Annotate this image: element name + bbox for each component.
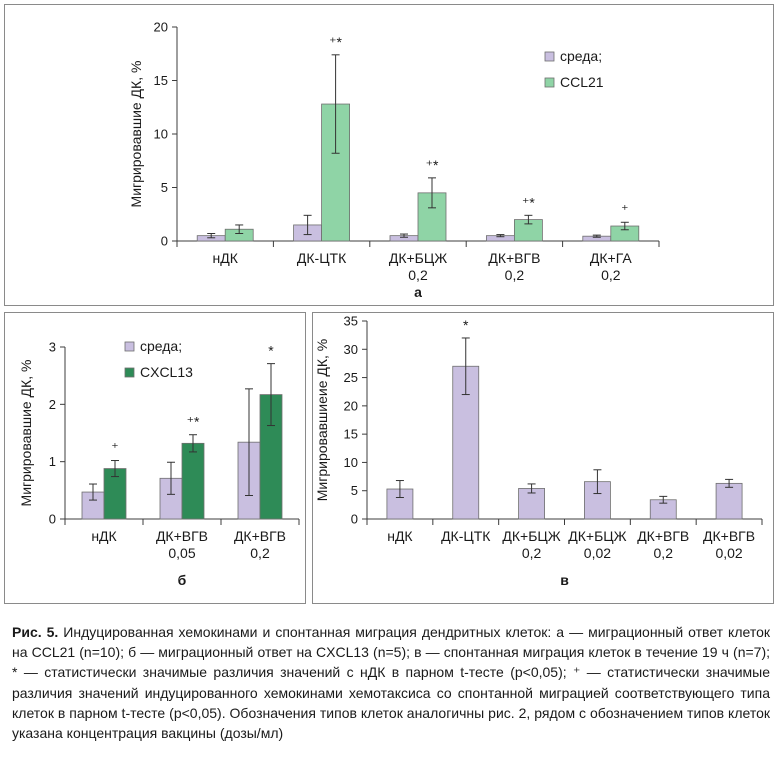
- chart-b-svg: 0123⁺нДК⁺*ДК+ВГВ0,05*ДК+ВГВ0,2Мигрировав…: [18, 338, 300, 588]
- chart-panel-a: 0 5 10 15 20 нДК ⁺* ДК-ЦТК ⁺* ДК+БЦЖ 0,2 ⁺* ДК+ВГВ 0,…: [4, 4, 774, 306]
- bar-c-s0-c2: [518, 488, 545, 520]
- legend-swatch-a: [544, 51, 555, 62]
- y-axis-title-a: Мигрировавшие ДК, %: [128, 61, 144, 208]
- y-tick-label-c: 10: [344, 455, 358, 470]
- panel-label-b: б: [178, 572, 187, 588]
- chart-a-svg: 05101520нДК⁺*ДК-ЦТК⁺*ДК+БЦЖ0,2⁺*ДК+ВГВ0,…: [128, 20, 660, 300]
- category-label-c: 0,02: [715, 545, 742, 561]
- y-tick-label-b: 0: [49, 512, 56, 527]
- legend-label-a: среда;: [560, 48, 602, 64]
- significance-mark-a: ⁺*: [522, 194, 535, 210]
- category-label-c: ДК+ВГВ: [637, 528, 689, 544]
- y-axis-title-c: Мигрировавшиеие ДК, %: [314, 339, 330, 501]
- category-label-b: 0,05: [168, 545, 195, 561]
- y-tick-label-a: 5: [161, 180, 168, 195]
- significance-mark-b: ⁺: [111, 440, 118, 456]
- y-tick-label-a: 10: [154, 127, 168, 142]
- legend-label-b: CXCL13: [140, 364, 193, 380]
- category-label-a: ДК+БЦЖ: [389, 250, 447, 266]
- category-label-c: ДК+ВГВ: [703, 528, 755, 544]
- significance-mark-c: *: [463, 317, 469, 333]
- chart-panel-b: 0 1 2 3 ⁺ нДК ⁺* ДК+ВГВ 0,05 * ДК+ВГВ 0,2 Мигрировав…: [4, 312, 306, 604]
- category-label-a: 0,2: [408, 267, 428, 283]
- category-label-c: ДК+БЦЖ: [502, 528, 560, 544]
- y-tick-label-c: 15: [344, 427, 358, 442]
- category-label-c: 0,2: [522, 545, 542, 561]
- legend-swatch-a: [544, 77, 555, 88]
- y-tick-label-c: 30: [344, 342, 358, 357]
- y-tick-label-a: 0: [161, 234, 168, 249]
- legend-swatch-b: [124, 341, 135, 352]
- bar-a-s1-c2: [417, 192, 447, 242]
- category-label-b: ДК+ВГВ: [234, 528, 286, 544]
- significance-mark-b: *: [268, 343, 274, 359]
- y-tick-label-c: 0: [351, 512, 358, 527]
- y-tick-label-c: 25: [344, 370, 358, 385]
- bar-b-s1-c1: [181, 442, 205, 520]
- figure-caption: Рис. 5. Индуцированная хемокинами и спон…: [12, 622, 770, 743]
- category-label-c: ДК+БЦЖ: [568, 528, 626, 544]
- y-tick-label-c: 5: [351, 483, 358, 498]
- y-axis-title-b: Мигрировавшие ДК, %: [18, 360, 34, 507]
- significance-mark-b: ⁺*: [187, 414, 200, 430]
- category-label-a: нДК: [213, 250, 239, 266]
- y-tick-label-a: 20: [154, 20, 168, 35]
- caption-text: Индуцированная хемокинами и спонтанная м…: [12, 624, 770, 742]
- y-tick-label-b: 1: [49, 454, 56, 469]
- panel-label-a: а: [414, 284, 422, 300]
- legend-label-a: CCL21: [560, 74, 604, 90]
- category-label-c: 0,02: [584, 545, 611, 561]
- y-tick-label-b: 3: [49, 340, 56, 355]
- chart-panel-c: 0 5 10 15 20 25 30 35 нДК * ДК-ЦТК ДК+БЦЖ 0,2 ДК+БЦЖ 0…: [312, 312, 774, 604]
- category-label-a: ДК-ЦТК: [297, 250, 347, 266]
- category-label-a: ДК+ВГВ: [488, 250, 540, 266]
- category-label-b: нДК: [91, 528, 117, 544]
- panel-label-c: в: [560, 572, 569, 588]
- category-label-b: 0,2: [250, 545, 270, 561]
- y-tick-label-b: 2: [49, 397, 56, 412]
- y-tick-label-c: 20: [344, 398, 358, 413]
- category-label-c: ДК-ЦТК: [441, 528, 491, 544]
- category-label-c: 0,2: [654, 545, 674, 561]
- category-label-a: ДК+ГА: [590, 250, 632, 266]
- significance-mark-a: ⁺: [621, 201, 628, 217]
- legend-label-b: среда;: [140, 338, 182, 354]
- y-tick-label-a: 15: [154, 73, 168, 88]
- category-label-a: 0,2: [505, 267, 525, 283]
- category-label-b: ДК+ВГВ: [156, 528, 208, 544]
- significance-mark-a: ⁺*: [426, 157, 439, 173]
- legend-swatch-b: [124, 367, 135, 378]
- category-label-a: 0,2: [601, 267, 621, 283]
- category-label-c: нДК: [387, 528, 413, 544]
- caption-label: Рис. 5.: [12, 624, 59, 640]
- significance-mark-a: ⁺*: [329, 34, 342, 50]
- y-tick-label-c: 35: [344, 314, 358, 329]
- bar-c-s0-c5: [715, 482, 743, 520]
